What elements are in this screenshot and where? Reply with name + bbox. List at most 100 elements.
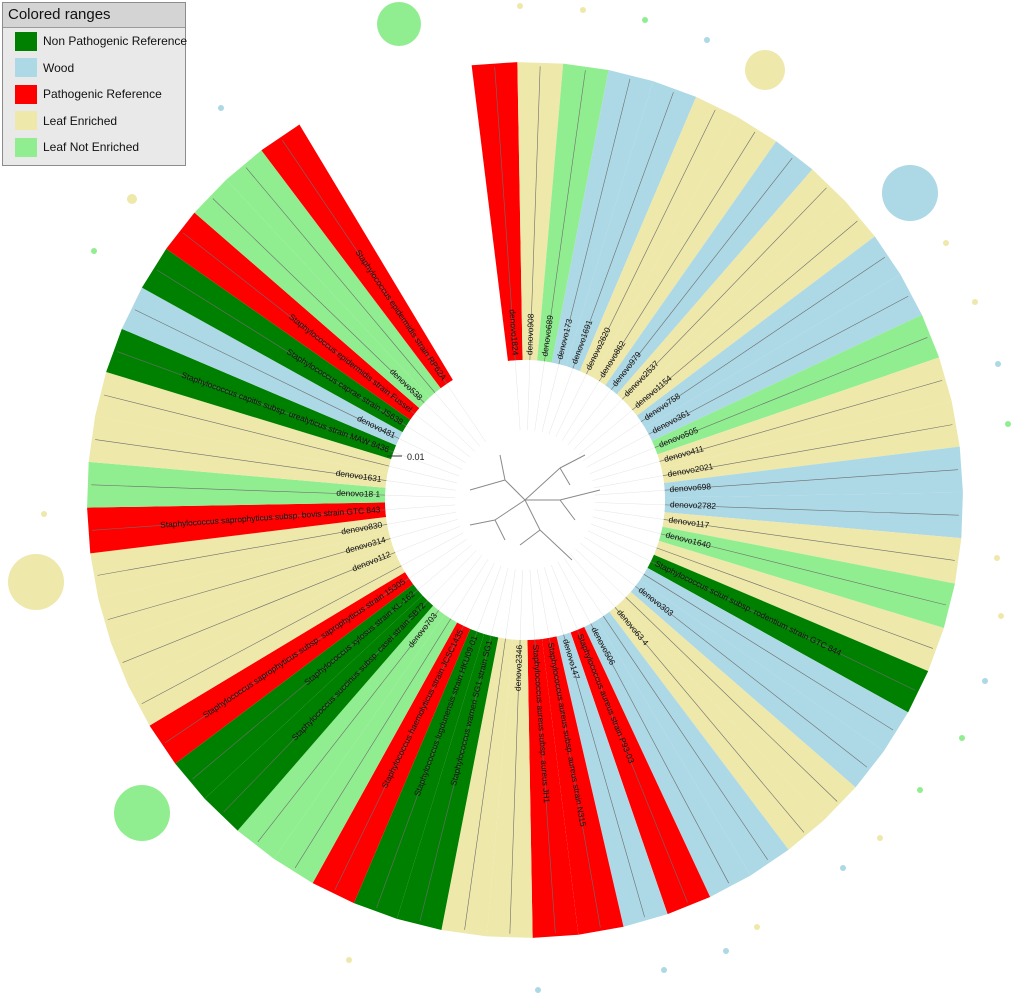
leaf-connector: [519, 569, 523, 640]
tree-branches: [385, 360, 665, 640]
legend-swatch: [15, 137, 37, 157]
tree-spokes: [91, 66, 959, 934]
leaf-connector: [594, 509, 664, 520]
leaf-spoke: [625, 597, 838, 802]
leaf-spoke: [192, 589, 418, 780]
leaf-connector: [401, 532, 464, 566]
legend-swatch: [15, 31, 37, 51]
leaf-connector: [548, 368, 574, 435]
leaf-spoke: [376, 631, 478, 908]
leaf-connector: [514, 360, 521, 431]
legend-item-leaf-enriched: Leaf Enriched: [3, 108, 185, 135]
legend-label: Wood: [43, 60, 75, 75]
leaf-connector: [594, 502, 665, 506]
leaf-spoke: [563, 634, 645, 918]
leaf-spoke: [92, 509, 386, 531]
legend-title: Colored ranges: [3, 3, 185, 28]
range-wedge: [486, 639, 533, 938]
decorative-dot: [377, 2, 421, 46]
leaf-connector: [427, 550, 477, 601]
leaf-connector: [406, 425, 466, 464]
tree-branch: [559, 454, 586, 469]
leaf-spoke: [534, 639, 556, 933]
leaf-connector: [578, 409, 633, 456]
leaf-connector: [527, 360, 531, 431]
leaf-connector: [586, 434, 649, 468]
leaf-spoke: [654, 337, 928, 448]
leaf-connector: [505, 569, 516, 639]
decorative-dot: [982, 678, 988, 684]
decorative-dots: [8, 2, 1011, 993]
decorative-dot: [754, 924, 760, 930]
decorative-dot: [41, 511, 47, 517]
leaf-spoke: [664, 469, 958, 491]
leaf-connector: [424, 402, 475, 452]
legend-item-wood: Wood: [3, 55, 185, 82]
decorative-dot: [346, 957, 352, 963]
leaf-connector: [434, 392, 481, 447]
legend-label: Leaf Enriched: [43, 113, 118, 128]
leaf-connector: [584, 536, 644, 575]
leaf-spoke: [97, 524, 388, 576]
decorative-dot: [1005, 421, 1011, 427]
leaf-spoke: [156, 269, 407, 427]
legend-item-pathogenic: Pathogenic Reference: [3, 81, 185, 108]
decorative-dot: [998, 613, 1004, 619]
legend-swatch: [15, 84, 37, 104]
leaf-connector: [450, 559, 489, 619]
leaf-spoke: [103, 394, 390, 467]
leaf-connector: [567, 389, 612, 445]
leaf-connector: [544, 567, 564, 635]
leaf-connector: [393, 451, 460, 477]
decorative-dot: [972, 299, 978, 305]
leaf-spoke: [245, 167, 436, 393]
leaf-spoke: [529, 66, 541, 361]
legend-label: Pathogenic Reference: [43, 87, 162, 102]
leaf-connector: [580, 542, 636, 587]
leaf-spoke: [663, 519, 955, 561]
tree-branch: [494, 519, 506, 541]
tree-branch: [499, 454, 506, 481]
decorative-dot: [580, 7, 586, 13]
leaf-connector: [536, 568, 550, 638]
decorative-dot: [517, 3, 523, 9]
decorative-dot: [917, 787, 923, 793]
leaf-spoke: [91, 484, 386, 496]
decorative-dot: [704, 37, 710, 43]
leaf-connector: [395, 525, 461, 553]
leaf-spoke: [577, 629, 688, 903]
leaf-connector: [476, 565, 502, 632]
leaf-connector: [399, 438, 463, 470]
tree-branch: [469, 479, 506, 491]
leaf-connector: [557, 561, 591, 624]
legend-item-non-pathogenic: Non Pathogenic Reference: [3, 28, 188, 55]
leaf-spoke: [603, 615, 768, 860]
legend-item-leaf-not-enriched: Leaf Not Enriched: [3, 134, 185, 161]
decorative-dot: [745, 50, 785, 90]
leaf-connector: [446, 383, 487, 443]
leaf-spoke: [464, 638, 506, 930]
leaf-spoke: [294, 618, 452, 869]
range-wedge: [517, 62, 564, 361]
leaf-connector: [561, 381, 600, 441]
decorative-dot: [535, 987, 541, 993]
leaf-spoke: [165, 578, 410, 743]
leaf-spoke: [656, 547, 933, 649]
decorative-dot: [877, 835, 883, 841]
leaf-connector: [590, 523, 657, 549]
legend-label: Non Pathogenic Reference: [43, 34, 188, 49]
leaf-connector: [541, 364, 560, 433]
leaf-spoke: [107, 538, 391, 620]
leaf-spoke: [223, 600, 428, 813]
tree-branch: [524, 467, 561, 501]
decorative-dot: [840, 865, 846, 871]
tree-branch: [559, 489, 601, 501]
decorative-dot: [8, 554, 64, 610]
leaf-connector: [593, 475, 663, 489]
leaf-connector: [438, 555, 483, 611]
leaf-spoke: [117, 351, 394, 453]
leaf-connector: [386, 480, 456, 491]
leaf-spoke: [650, 561, 916, 691]
tree-branch: [494, 499, 526, 521]
